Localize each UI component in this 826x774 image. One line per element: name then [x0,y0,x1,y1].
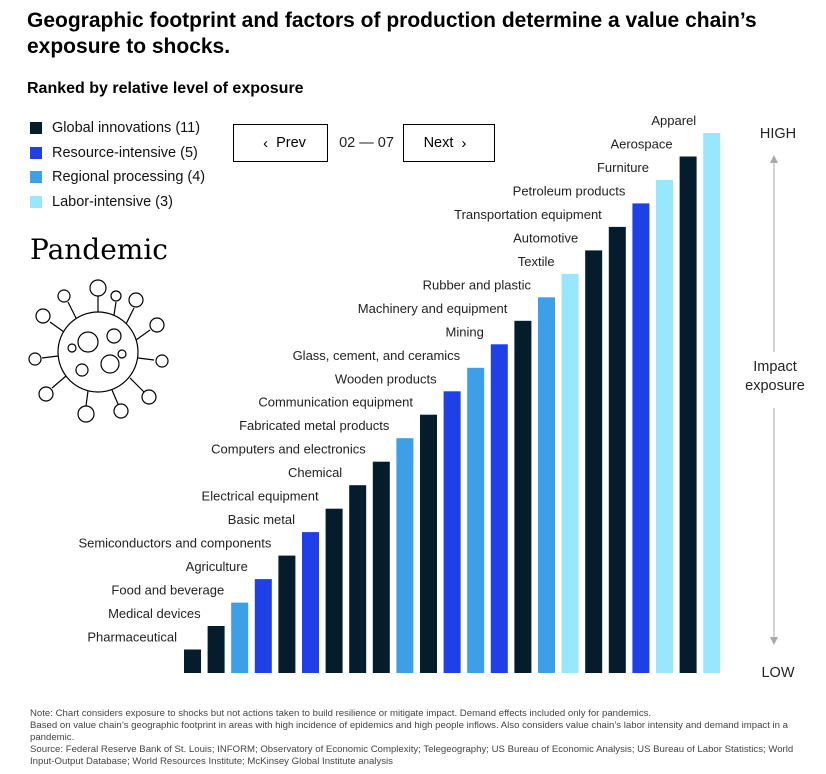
legend-swatch [30,195,42,208]
bar-food-and-beverage [231,602,249,673]
category-labels-group: Pharmaceutical Medical devices Food and be… [78,113,696,645]
legend-label: Global innovations (11) [52,120,201,136]
category-label: Fabricated metal products [239,418,390,433]
prev-label: Prev [276,135,306,151]
bar-textile [561,273,579,673]
category-label: Electrical equipment [202,489,319,504]
bar-basic-metal [302,532,319,673]
chevron-right-icon: › [461,134,467,152]
legend-label: Labor-intensive (3) [52,193,173,210]
exposure-axis: HIGH LOW Impact exposure [745,126,805,681]
bar-semiconductors-and-components [278,555,296,673]
legend-swatch [30,122,42,134]
bar-machinery-and-equipment [514,320,532,673]
bar-transportation-equipment [608,226,626,673]
bar-aerospace [679,156,697,673]
bar-apparel [703,133,721,673]
bar-communication-equipment [420,414,437,673]
bars-group [184,133,721,673]
category-label: Machinery and equipment [358,301,508,316]
bar-automotive [585,250,603,673]
bar-furniture [656,180,673,673]
bar-rubber-and-plastic [538,297,555,673]
virus-icon [28,279,169,423]
axis-label-line2: exposure [745,378,805,394]
category-label: Semiconductors and components [78,536,271,551]
category-label: Pharmaceutical [87,630,177,645]
category-label: Textile [518,254,555,269]
category-label: Wooden products [335,371,437,386]
page-counter: 02 — 07 [339,135,394,151]
bar-petroleum-products [632,203,650,673]
chevron-left-icon: ‹ [263,134,269,152]
bar-computers-and-electronics [372,461,390,673]
page-title: Geographic footprint and factors of prod… [27,9,757,58]
bar-agriculture [254,579,272,673]
prev-button[interactable]: ‹ Prev [233,124,328,162]
chart-subtitle: Ranked by relative level of exposure [27,80,304,97]
legend-swatch [30,171,42,183]
category-label: Glass, cement, and ceramics [293,348,461,363]
bar-fabricated-metal-products [396,438,414,673]
category-label: Automotive [513,230,578,245]
legend-label: Regional processing (4) [52,169,206,185]
note-text: Note: Chart considers exposure to shocks… [30,708,652,719]
bar-wooden-products [443,391,461,673]
chart-notes: Note: Chart considers exposure to shocks… [30,708,820,768]
category-label: Computers and electronics [211,442,366,457]
bar-chemical [349,485,367,673]
category-label: Communication equipment [258,395,413,410]
next-button[interactable]: Next › [403,124,495,162]
category-label: Transportation equipment [454,207,602,222]
bar-medical-devices [207,626,225,673]
category-label: Aerospace [610,137,672,152]
axis-arrow-up [770,155,778,163]
axis-arrow-down [770,637,778,645]
category-label: Furniture [597,160,649,175]
bar-electrical-equipment [325,508,343,673]
axis-low-label: LOW [761,665,794,681]
legend-swatch [30,146,42,159]
basis-text: Based on value chain’s geographic footpr… [30,720,789,743]
category-label: Chemical [288,465,342,480]
axis-high-label: HIGH [760,126,796,142]
category-label: Medical devices [108,606,201,621]
bar-mining [490,344,508,673]
bar-glass-cement-and-ceramics [467,367,485,673]
bar-pharmaceutical [184,649,201,673]
panel-label: Pandemic [30,233,168,266]
category-label: Mining [446,324,484,339]
category-label: Agriculture [186,559,248,574]
bar-chart: Pharmaceutical Medical devices Food and be… [78,113,805,681]
category-label: Food and beverage [111,583,224,598]
source-text: Source: Federal Reserve Bank of St. Loui… [30,744,794,767]
legend-label: Resource-intensive (5) [52,144,198,161]
category-label: Apparel [651,113,696,128]
axis-label-line1: Impact [753,359,797,375]
next-label: Next [423,135,454,151]
category-label: Rubber and plastic [423,277,532,292]
category-label: Petroleum products [513,183,626,198]
category-label: Basic metal [228,512,295,527]
